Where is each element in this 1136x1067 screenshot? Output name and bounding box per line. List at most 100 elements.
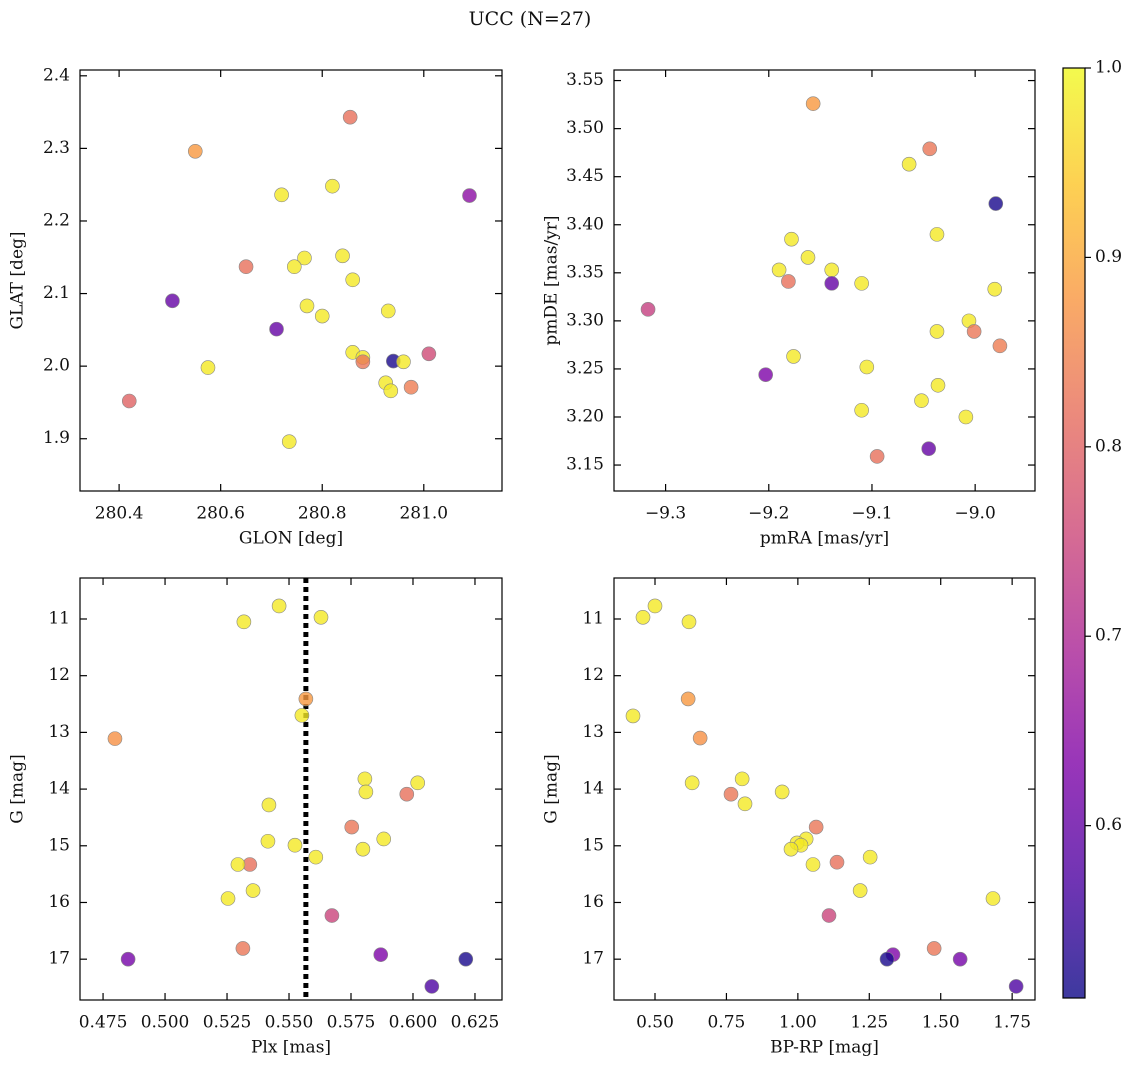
- scatter-point: [383, 383, 399, 399]
- scatter-point: [357, 771, 373, 787]
- scatter-point: [345, 272, 361, 288]
- x-tick-label: 0.625: [451, 1013, 500, 1033]
- y-axis-label: GLAT [deg]: [8, 231, 28, 329]
- y-tick-label: 11: [48, 608, 70, 628]
- y-tick-label: 16: [582, 892, 604, 912]
- scatter-point: [220, 891, 236, 906]
- x-tick-label: 0.600: [389, 1013, 438, 1033]
- y-tick-label: 12: [582, 665, 604, 685]
- colorbar-tick-label: 0.7: [1095, 626, 1122, 646]
- scatter-point: [314, 308, 330, 324]
- y-tick-label: 15: [48, 835, 70, 855]
- scatter-point: [992, 338, 1008, 354]
- scatter-point: [966, 324, 982, 339]
- scatter-point: [821, 908, 837, 923]
- scatter-point: [396, 354, 411, 370]
- y-axis-label: pmDE [mas/yr]: [542, 215, 562, 345]
- scatter-point: [681, 614, 697, 630]
- scatter-point: [344, 819, 360, 835]
- scatter-point: [824, 276, 840, 291]
- x-axis-label: pmRA [mas/yr]: [760, 529, 889, 549]
- scatter-point: [342, 109, 358, 125]
- y-tick-label: 3.45: [566, 166, 604, 186]
- y-tick-label: 3.20: [566, 406, 604, 426]
- scatter-point: [297, 250, 312, 266]
- y-tick-label: 3.35: [566, 262, 604, 282]
- scatter-point: [862, 849, 878, 865]
- x-tick-label: 0.75: [707, 1013, 745, 1033]
- scatter-point: [298, 691, 314, 707]
- plot-frame: [613, 577, 1036, 1001]
- plot-frame: [79, 577, 503, 1001]
- x-axis-label: BP-RP [mag]: [770, 1038, 879, 1058]
- scatter-point: [758, 367, 773, 382]
- x-tick-label: 1.50: [922, 1013, 960, 1033]
- scatter-point: [260, 833, 276, 849]
- scatter-point: [774, 784, 790, 800]
- scatter-point: [399, 786, 415, 802]
- y-tick-label: 3.30: [566, 310, 604, 330]
- x-tick-label: 0.475: [79, 1013, 128, 1033]
- scatter-point: [410, 775, 425, 791]
- scatter-point: [684, 775, 700, 791]
- y-tick-label: 2.3: [43, 138, 70, 158]
- scatter-point: [287, 837, 303, 853]
- colorbar-tick-label: 0.6: [1095, 815, 1122, 835]
- scatter-point: [635, 609, 651, 625]
- scatter-point: [692, 730, 708, 746]
- scatter-point: [373, 947, 389, 962]
- y-tick-label: 17: [582, 949, 604, 969]
- scatter-point: [723, 786, 739, 802]
- scatter-point: [879, 951, 895, 967]
- x-tick-label: −9.1: [851, 504, 892, 524]
- scatter-point: [269, 321, 284, 337]
- scatter-point: [274, 187, 289, 203]
- x-tick-label: 0.50: [636, 1013, 674, 1033]
- scatter-point: [926, 941, 942, 956]
- colorbar: [1063, 68, 1085, 998]
- scatter-point: [421, 346, 437, 362]
- colorbar-tick-label: 0.9: [1095, 247, 1122, 267]
- scatter-point: [403, 379, 419, 395]
- scatter-point: [952, 951, 968, 967]
- scatter-point: [376, 831, 392, 847]
- scatter-point: [805, 96, 821, 111]
- y-tick-label: 2.4: [43, 65, 70, 85]
- scatter-point: [380, 303, 396, 319]
- scatter-point: [308, 849, 324, 865]
- y-axis-label: G [mag]: [542, 754, 562, 823]
- scatter-point: [929, 227, 945, 242]
- scatter-point: [914, 393, 929, 408]
- x-tick-label: 280.8: [298, 504, 347, 524]
- scatter-point: [680, 691, 696, 707]
- y-tick-label: 3.15: [566, 455, 604, 475]
- scatter-point: [299, 298, 315, 314]
- scatter-point: [783, 841, 799, 857]
- scatter-point: [462, 188, 477, 203]
- scatter-point: [800, 250, 816, 265]
- y-tick-label: 16: [48, 892, 70, 912]
- scatter-point: [854, 276, 869, 291]
- x-tick-label: 1.25: [850, 1013, 888, 1033]
- scatter-point: [165, 293, 180, 309]
- colorbar-tick-label: 1.0: [1095, 58, 1122, 78]
- x-tick-label: 280.6: [196, 504, 245, 524]
- scatter-point: [187, 143, 203, 159]
- y-tick-label: 2.1: [43, 283, 70, 303]
- y-tick-label: 1.9: [43, 428, 70, 448]
- x-tick-label: 0.525: [203, 1013, 252, 1033]
- scatter-point: [1008, 979, 1024, 994]
- scatter-point: [236, 614, 252, 630]
- scatter-point: [808, 819, 824, 835]
- scatter-point: [358, 784, 374, 800]
- x-tick-label: 1.00: [779, 1013, 817, 1033]
- scatter-point: [313, 609, 329, 625]
- x-tick-label: 0.550: [265, 1013, 314, 1033]
- x-axis-label: Plx [mas]: [251, 1038, 331, 1058]
- scatter-point: [121, 393, 137, 409]
- y-tick-label: 2.0: [43, 356, 70, 376]
- x-tick-label: −9.2: [748, 504, 789, 524]
- y-axis-label: G [mag]: [8, 754, 28, 823]
- scatter-point: [901, 156, 917, 172]
